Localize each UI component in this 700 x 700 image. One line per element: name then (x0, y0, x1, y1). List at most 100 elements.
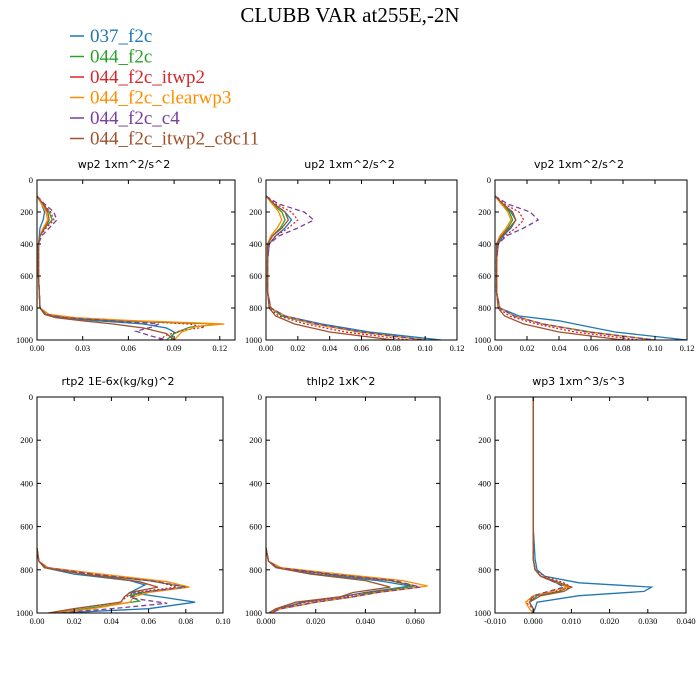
x-tick-label: 0.10 (216, 616, 231, 626)
x-tick-label: 0.12 (212, 343, 227, 353)
x-tick-label: 0.060 (406, 616, 425, 626)
y-tick-label: 0 (258, 392, 262, 402)
y-tick-label: 200 (478, 435, 491, 445)
x-tick-label: 0.06 (121, 343, 136, 353)
series-line-6 (528, 397, 573, 613)
legend-entry: 044_f2c_itwp2_c8c11 (90, 129, 259, 150)
x-tick-label: 0.02 (290, 343, 305, 353)
series-line-5 (266, 548, 421, 613)
legend: 037_f2c044_f2c044_f2c_itwp2044_f2c_clear… (70, 26, 259, 150)
y-tick-label: 1000 (16, 608, 33, 618)
y-tick-label: 800 (478, 565, 491, 575)
panel-title: rtp2 1E-6x(kg/kg)^2 (62, 375, 175, 388)
series-line-5 (37, 195, 167, 340)
y-tick-label: 1000 (245, 335, 262, 345)
x-tick-label: 0.020 (306, 616, 325, 626)
x-tick-label: 0.00 (259, 343, 274, 353)
series-line-2 (528, 397, 570, 613)
panel-title: wp3 1xm^3/s^3 (532, 375, 625, 388)
series-line-6 (495, 195, 624, 340)
panel-4: rtp2 1E-6x(kg/kg)^2 0 200 400 600 800 10000.00… (16, 375, 230, 626)
y-tick-label: 600 (20, 522, 33, 532)
x-tick-label: 0.010 (562, 616, 581, 626)
legend-entry: 044_f2c_c4 (90, 108, 180, 129)
legend-entry: 044_f2c_clearwp3 (90, 88, 231, 109)
y-tick-label: 200 (249, 207, 262, 217)
x-tick-label: 0.040 (356, 616, 375, 626)
x-tick-label: 0.10 (648, 343, 663, 353)
y-tick-label: 1000 (474, 335, 491, 345)
y-tick-label: 1000 (474, 608, 491, 618)
x-tick-label: 0.04 (322, 343, 338, 353)
x-tick-label: 0.06 (141, 616, 156, 626)
x-tick-label: 0.000 (256, 616, 275, 626)
y-tick-label: 0 (29, 392, 33, 402)
panel-title: vp2 1xm^2/s^2 (534, 158, 624, 171)
y-tick-label: 200 (20, 207, 33, 217)
series-line-5 (528, 397, 566, 613)
y-tick-label: 600 (249, 271, 262, 281)
y-tick-label: 1000 (245, 608, 262, 618)
panel-title: thlp2 1xK^2 (307, 375, 376, 388)
series-line-5 (266, 195, 426, 340)
y-tick-label: 200 (478, 207, 491, 217)
figure-title: CLUBB VAR at255E,-2N (240, 3, 459, 27)
y-tick-label: 0 (487, 392, 491, 402)
x-tick-label: 0.10 (418, 343, 433, 353)
axes-frame (36, 396, 224, 614)
y-tick-label: 400 (478, 478, 491, 488)
legend-entry: 044_f2c_itwp2 (90, 67, 205, 88)
series-line-4 (524, 397, 570, 613)
y-tick-label: 400 (20, 478, 33, 488)
y-tick-label: 0 (258, 175, 262, 185)
x-tick-label: 0.040 (676, 616, 695, 626)
y-tick-label: 400 (249, 478, 262, 488)
y-tick-label: 800 (20, 303, 33, 313)
x-tick-label: 0.030 (638, 616, 657, 626)
x-tick-label: 0.020 (600, 616, 619, 626)
axes-frame (265, 179, 458, 341)
x-tick-label: 0.08 (178, 616, 193, 626)
series-line-6 (266, 548, 391, 613)
series-line-5 (495, 195, 656, 340)
x-tick-label: 0.04 (552, 343, 568, 353)
x-tick-label: 0.00 (30, 343, 45, 353)
y-tick-label: 800 (478, 303, 491, 313)
y-tick-label: 1000 (16, 335, 33, 345)
y-tick-label: 400 (478, 239, 491, 249)
x-tick-label: 0.02 (67, 616, 82, 626)
panel-title: wp2 1xm^2/s^2 (78, 158, 171, 171)
series-line-4 (37, 548, 190, 613)
x-tick-label: 0.06 (584, 343, 599, 353)
panel-title: up2 1xm^2/s^2 (304, 158, 395, 171)
axes-frame (494, 396, 687, 614)
y-tick-label: 400 (249, 239, 262, 249)
series-line-4 (266, 548, 428, 613)
series-line-6 (37, 195, 175, 340)
axes-frame (265, 396, 441, 614)
y-tick-label: 0 (29, 175, 33, 185)
series-line-1 (532, 397, 654, 613)
y-tick-label: 800 (249, 303, 262, 313)
series-line-3 (495, 195, 640, 340)
x-tick-label: 0.09 (167, 343, 182, 353)
y-tick-label: 600 (478, 271, 491, 281)
y-tick-label: 600 (478, 522, 491, 532)
y-tick-label: 0 (487, 175, 491, 185)
y-tick-label: 600 (20, 271, 33, 281)
y-tick-label: 600 (249, 522, 262, 532)
y-tick-label: 800 (20, 565, 33, 575)
series-line-6 (37, 548, 159, 613)
panel-6: wp3 1xm^3/s^3 0 200 400 600 800 1000-0.010 0.00… (474, 375, 696, 626)
x-tick-label: 0.000 (524, 616, 543, 626)
y-tick-label: 200 (249, 435, 262, 445)
x-tick-label: -0.010 (484, 616, 506, 626)
legend-entry: 037_f2c (90, 26, 152, 47)
x-tick-label: 0.00 (30, 616, 45, 626)
